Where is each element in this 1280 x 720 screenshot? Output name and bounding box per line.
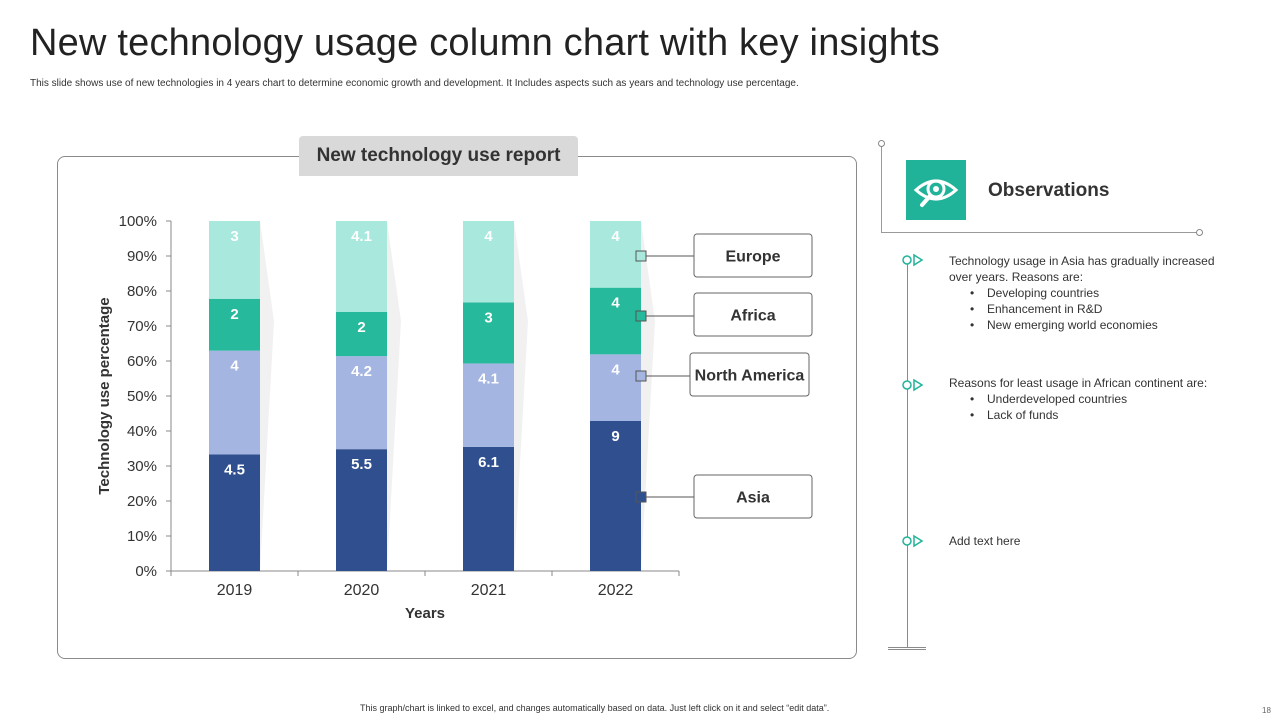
observation-bullet: New emerging world economies bbox=[970, 317, 1219, 333]
data-label: 4 bbox=[230, 358, 239, 375]
bar-segment-north-america bbox=[336, 356, 387, 450]
y-tick-label: 20% bbox=[127, 493, 157, 510]
y-tick-label: 50% bbox=[127, 388, 157, 405]
callout-marker bbox=[635, 370, 647, 382]
page-number: 18 bbox=[1262, 706, 1271, 715]
x-tick-label: 2022 bbox=[598, 582, 634, 599]
footer-note: This graph/chart is linked to excel, and… bbox=[360, 703, 830, 713]
bar-segment-africa bbox=[590, 287, 641, 355]
slide-subtitle: This slide shows use of new technologies… bbox=[30, 78, 799, 89]
y-tick-label: 30% bbox=[127, 458, 157, 475]
observations-frame-horizontal bbox=[881, 232, 1199, 233]
x-axis-title: Years bbox=[405, 605, 445, 622]
timeline-marker-icon bbox=[902, 253, 923, 267]
observation-1: Technology usage in Asia has gradually i… bbox=[949, 253, 1219, 333]
timeline-marker-icon bbox=[902, 534, 923, 548]
bar-shadow bbox=[641, 221, 655, 571]
y-tick-label: 60% bbox=[127, 353, 157, 370]
slide-title: New technology usage column chart with k… bbox=[30, 22, 940, 64]
frame-end-dot bbox=[878, 140, 885, 147]
data-label: 4 bbox=[611, 295, 620, 312]
observation-2: Reasons for least usage in African conti… bbox=[949, 375, 1219, 423]
timeline-base bbox=[888, 647, 926, 650]
frame-end-dot bbox=[1196, 229, 1203, 236]
observation-bullet: Lack of funds bbox=[970, 407, 1219, 423]
bar-shadow bbox=[260, 221, 274, 571]
legend-label: North America bbox=[695, 368, 805, 385]
chart-title: New technology use report bbox=[299, 136, 578, 176]
bar-segment-north-america bbox=[463, 363, 514, 447]
legend-callout-box bbox=[693, 474, 813, 519]
x-tick-label: 2020 bbox=[344, 582, 380, 599]
legend-callout-box bbox=[693, 233, 813, 278]
x-tick-label: 2019 bbox=[217, 582, 253, 599]
bar-segment-asia bbox=[463, 446, 514, 571]
bar-segment-europe bbox=[336, 221, 387, 312]
data-label: 4 bbox=[484, 228, 493, 245]
bar-segment-asia bbox=[209, 454, 260, 571]
bar-shadow bbox=[514, 221, 528, 571]
bar-segment-africa bbox=[209, 298, 260, 351]
legend-callout-box bbox=[693, 292, 813, 337]
legend-callout-box bbox=[689, 352, 810, 397]
timeline-marker-icon bbox=[902, 378, 923, 392]
data-label: 3 bbox=[484, 309, 492, 326]
observation-bullet: Enhancement in R&D bbox=[970, 301, 1219, 317]
callout-marker bbox=[635, 310, 647, 322]
y-tick-label: 80% bbox=[127, 283, 157, 300]
legend-label: Asia bbox=[736, 490, 770, 507]
bar-segment-north-america bbox=[209, 350, 260, 455]
observation-2-bullets: Underdeveloped countries Lack of funds bbox=[949, 391, 1219, 423]
data-label: 4.2 bbox=[351, 363, 372, 380]
data-label: 4.5 bbox=[224, 461, 245, 478]
observation-3-text: Add text here bbox=[949, 534, 1021, 548]
data-label: 4.1 bbox=[478, 370, 499, 387]
bar-segment-asia bbox=[336, 449, 387, 571]
observation-bullet: Developing countries bbox=[970, 285, 1219, 301]
data-label: 6.1 bbox=[478, 454, 499, 471]
eye-icon bbox=[906, 160, 966, 220]
bar-segment-north-america bbox=[590, 354, 641, 421]
bar-segment-europe bbox=[590, 221, 641, 288]
data-label: 3 bbox=[230, 228, 238, 245]
bar-segment-europe bbox=[463, 221, 514, 303]
observations-frame-vertical bbox=[881, 143, 882, 233]
observation-bullet: Underdeveloped countries bbox=[970, 391, 1219, 407]
callout-marker bbox=[635, 250, 647, 262]
y-tick-label: 90% bbox=[127, 248, 157, 265]
legend-label: Europe bbox=[725, 249, 780, 266]
data-label: 4.1 bbox=[351, 228, 372, 245]
data-label: 4 bbox=[611, 228, 620, 245]
y-tick-label: 0% bbox=[135, 563, 157, 580]
bar-shadow bbox=[387, 221, 401, 571]
stacked-column-chart: 0% 10% 20% 30% 40% 50% 60% 70% 80% 90% 100% Technol… bbox=[96, 213, 813, 622]
bar-segment-asia bbox=[590, 421, 641, 571]
bar-segment-africa bbox=[336, 311, 387, 357]
data-label: 5.5 bbox=[351, 456, 372, 473]
data-label: 2 bbox=[230, 306, 238, 323]
y-tick-label: 40% bbox=[127, 423, 157, 440]
y-tick-label: 70% bbox=[127, 318, 157, 335]
bar-segment-africa bbox=[463, 302, 514, 364]
observation-1-text: Technology usage in Asia has gradually i… bbox=[949, 254, 1215, 284]
y-tick-label: 10% bbox=[127, 528, 157, 545]
data-label: 2 bbox=[357, 319, 365, 336]
data-label: 9 bbox=[611, 428, 619, 445]
x-tick-label: 2021 bbox=[471, 582, 507, 599]
observation-2-text: Reasons for least usage in African conti… bbox=[949, 376, 1208, 390]
y-tick-label: 100% bbox=[119, 213, 157, 230]
observations-title: Observations bbox=[988, 180, 1110, 201]
observation-1-bullets: Developing countries Enhancement in R&D … bbox=[949, 285, 1219, 333]
y-axis-title: Technology use percentage bbox=[96, 297, 113, 494]
bar-segment-europe bbox=[209, 221, 260, 299]
data-label: 4 bbox=[611, 361, 620, 378]
callout-marker bbox=[635, 491, 647, 503]
observation-3: Add text here bbox=[949, 533, 1219, 549]
timeline-line bbox=[907, 262, 908, 647]
legend-label: Africa bbox=[730, 308, 775, 325]
